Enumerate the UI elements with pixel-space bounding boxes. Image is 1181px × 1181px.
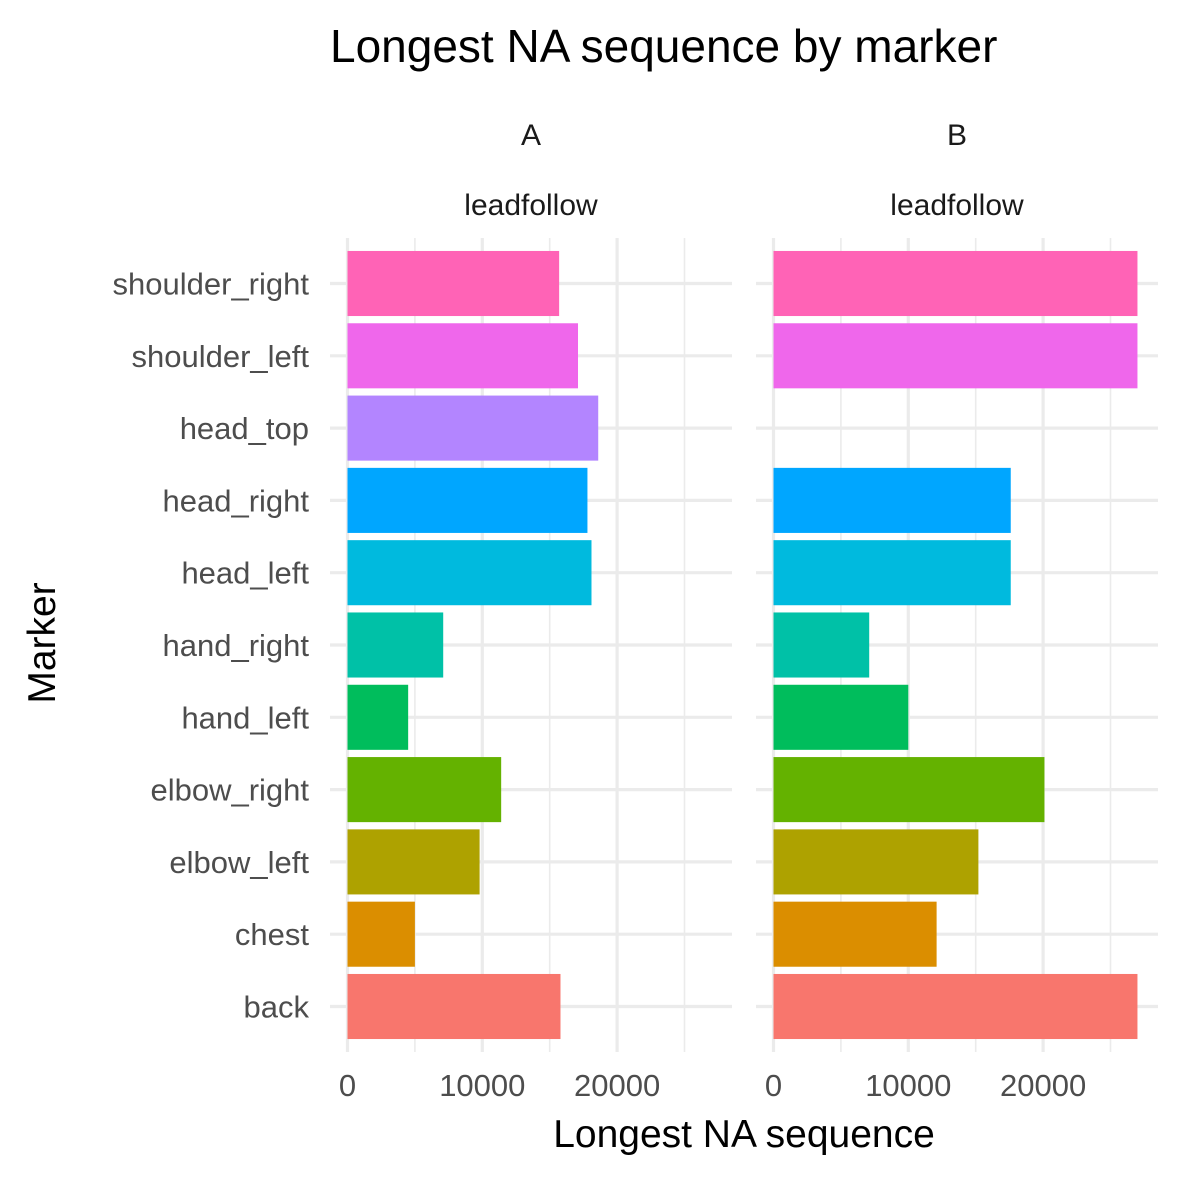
bar-a-hand-left bbox=[347, 684, 409, 750]
bar-b-hand-right bbox=[773, 612, 870, 678]
x-tick-label: 20000 bbox=[1000, 1068, 1086, 1103]
y-tick-label-chest: chest bbox=[235, 917, 309, 952]
y-tick-label-elbow-right: elbow_right bbox=[150, 773, 309, 808]
bar-b-shoulder-left bbox=[773, 323, 1138, 389]
bar-a-shoulder-left bbox=[347, 323, 579, 389]
x-tick-label: 10000 bbox=[865, 1068, 951, 1103]
bar-a-chest bbox=[347, 901, 415, 967]
y-tick-label-shoulder-right: shoulder_right bbox=[113, 267, 310, 302]
bar-a-head-top bbox=[347, 395, 599, 461]
bar-b-back bbox=[773, 973, 1138, 1040]
bar-a-head-left bbox=[347, 540, 592, 606]
bar-a-head-right bbox=[347, 467, 588, 533]
x-tick-label: 0 bbox=[339, 1068, 356, 1103]
subfacet-label-a: leadfollow bbox=[464, 189, 598, 222]
bar-a-elbow-left bbox=[347, 829, 480, 895]
bar-b-hand-left bbox=[773, 684, 909, 750]
y-tick-label-shoulder-left: shoulder_left bbox=[131, 339, 309, 374]
y-tick-label-head-top: head_top bbox=[180, 411, 309, 446]
chart-title: Longest NA sequence by marker bbox=[330, 20, 997, 72]
bar-b-shoulder-right bbox=[773, 250, 1138, 317]
x-axis-title: Longest NA sequence bbox=[553, 1113, 935, 1156]
bar-b-head-right bbox=[773, 467, 1011, 533]
facet-label-b: B bbox=[947, 119, 967, 152]
bar-b-elbow-right bbox=[773, 757, 1045, 823]
bar-b-elbow-left bbox=[773, 829, 979, 895]
y-category-labels: back chest elbow_left elbow_right hand_left h… bbox=[113, 267, 310, 1025]
y-tick-label-elbow-left: elbow_left bbox=[169, 845, 309, 880]
x-tick-label: 0 bbox=[765, 1068, 782, 1103]
y-tick-label-hand-left: hand_left bbox=[181, 700, 309, 735]
y-axis-title: Marker bbox=[21, 582, 64, 703]
x-tick-label: 10000 bbox=[439, 1068, 525, 1103]
y-tick-label-head-left: head_left bbox=[181, 556, 309, 591]
subfacet-label-b: leadfollow bbox=[890, 189, 1024, 222]
bar-a-shoulder-right bbox=[347, 250, 560, 317]
bar-a-hand-right bbox=[347, 612, 444, 678]
x-tick-label: 20000 bbox=[574, 1068, 660, 1103]
facet-label-a: A bbox=[521, 119, 541, 152]
bar-a-back bbox=[347, 973, 561, 1040]
y-tick-label-back: back bbox=[244, 990, 310, 1025]
y-tick-label-hand-right: hand_right bbox=[162, 628, 309, 663]
bar-b-head-left bbox=[773, 540, 1011, 606]
y-tick-label-head-right: head_right bbox=[162, 483, 309, 518]
bar-b-chest bbox=[773, 901, 937, 967]
bar-a-elbow-right bbox=[347, 757, 502, 823]
